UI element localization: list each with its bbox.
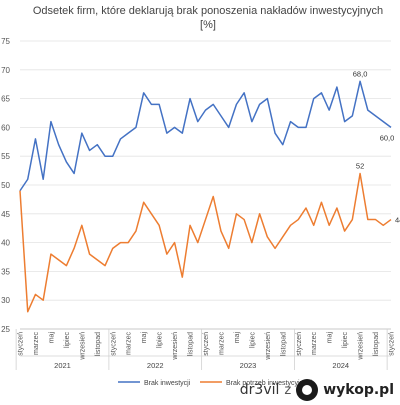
- x-tick-label: lipiec: [249, 332, 256, 348]
- x-tick-label: lipiec: [342, 332, 349, 348]
- watermark: dr3vil z wykop.pl: [240, 379, 394, 401]
- x-tick-label: marzec: [218, 332, 225, 355]
- y-tick-label: 35: [1, 267, 10, 276]
- chart-title-unit: [%]: [200, 19, 216, 31]
- y-tick-label: 65: [1, 95, 10, 104]
- year-label: 2022: [147, 361, 164, 370]
- x-tick-label: marzec: [311, 332, 318, 355]
- x-tick-label: styczeń: [18, 332, 25, 356]
- x-tick-label: styczeń: [203, 332, 210, 356]
- y-tick-label: 50: [1, 181, 10, 190]
- x-tick-label: lipiec: [157, 332, 164, 348]
- year-label: 2023: [240, 361, 257, 370]
- x-tick-label: wrzesień: [79, 332, 86, 361]
- y-tick-label: 45: [1, 210, 10, 219]
- year-label: 2021: [54, 361, 71, 370]
- x-tick-label: listopad: [280, 332, 287, 356]
- x-tick-label: maj: [327, 332, 334, 344]
- x-tick-label: styczeń: [110, 332, 117, 356]
- x-tick-label: maj: [141, 332, 148, 344]
- x-tick-label: listopad: [373, 332, 380, 356]
- data-label: 60,0: [380, 133, 395, 142]
- x-tick-label: maj: [48, 332, 55, 344]
- y-tick-label: 40: [1, 239, 10, 248]
- chart-title: Odsetek firm, które deklarują brak ponos…: [33, 5, 383, 17]
- series-line-brak-potrzeb: [19, 172, 392, 313]
- x-tick-label: marzec: [126, 332, 133, 355]
- x-tick-label: lipiec: [64, 332, 71, 348]
- y-tick-label: 30: [1, 296, 10, 305]
- x-tick-label: styczeń: [296, 332, 303, 356]
- watermark-separator: z: [284, 382, 292, 398]
- y-tick-label: 60: [1, 123, 10, 132]
- legend: Brak inwestycji Brak potrzeb inwestycyjn…: [118, 380, 314, 387]
- y-tick-label: 70: [1, 66, 10, 75]
- data-label: 52: [356, 161, 364, 170]
- y-tick-label: 55: [1, 152, 10, 161]
- watermark-user: dr3vil: [239, 382, 280, 398]
- series-line-brak-inwestycji: [19, 80, 392, 192]
- year-label: 2024: [332, 361, 349, 370]
- x-tick-label: marzec: [33, 332, 40, 355]
- x-tick-label: wrzesień: [358, 332, 365, 361]
- y-tick-label: 25: [1, 325, 10, 334]
- legend-label-brak-potrzeb: Brak potrzeb inwestycyjnych: [226, 380, 314, 387]
- x-tick-label: wrzesień: [172, 332, 179, 361]
- x-tick-label: styczeń: [389, 332, 396, 356]
- watermark-site: wykop.pl: [323, 382, 394, 398]
- x-tick-label: maj: [234, 332, 241, 344]
- x-tick-label: listopad: [188, 332, 195, 356]
- data-label: 68,0: [353, 69, 368, 78]
- y-tick-label: 75: [1, 37, 10, 46]
- x-tick-label: listopad: [95, 332, 102, 356]
- x-tick-label: wrzesień: [265, 332, 272, 361]
- data-label: 44: [395, 216, 400, 225]
- wykop-logo-icon: [296, 379, 319, 401]
- legend-label-brak-inwestycji: Brak inwestycji: [144, 380, 191, 387]
